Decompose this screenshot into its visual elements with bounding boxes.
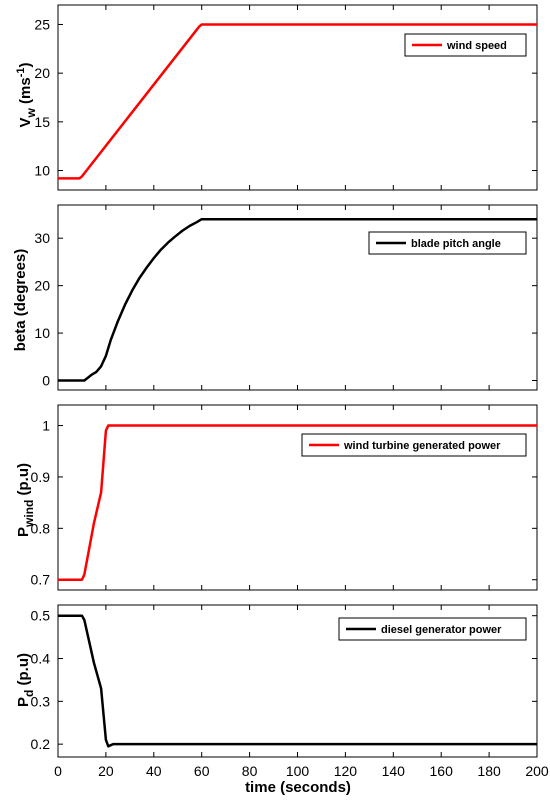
panel-3: 0.7 0.8 0.9 1 wind turbine generated power Pw… <box>15 404 538 591</box>
y-tick-label: 0.9 <box>31 469 51 485</box>
legend-box <box>368 231 527 255</box>
axes-box <box>57 4 538 191</box>
y-tick-label: 20 <box>34 65 50 81</box>
series-line <box>58 23 537 180</box>
y-tick-label: 0.8 <box>31 520 51 536</box>
y-tick-label: 30 <box>34 230 50 246</box>
y-tick-label: 0.5 <box>31 608 51 624</box>
x-tick-label: 40 <box>146 763 162 779</box>
y-axis-label: Pd (p.u) <box>15 653 36 707</box>
panel-1: 10 15 20 25 wind speed Vw (ms-1) <box>15 4 538 191</box>
series-line <box>58 217 537 382</box>
axes-box <box>57 404 538 591</box>
series-line <box>58 614 537 748</box>
legend-box <box>404 33 527 57</box>
legend-label: blade pitch angle <box>411 238 501 250</box>
x-tick-label: 20 <box>98 763 114 779</box>
y-tick-label: 0.4 <box>31 651 51 667</box>
legend-label: wind turbine generated power <box>343 440 501 452</box>
y-tick-label: 0.7 <box>31 572 51 588</box>
y-tick-label: 25 <box>34 16 50 32</box>
x-tick-label: 100 <box>286 763 310 779</box>
y-tick-label: 10 <box>34 325 50 341</box>
y-axis-label: Pwind (p.u) <box>15 463 36 537</box>
x-tick-label: 160 <box>430 763 454 779</box>
x-tick-label: 0 <box>54 763 62 779</box>
y-tick-label: 20 <box>34 278 50 294</box>
legend-label: diesel generator power <box>381 624 502 636</box>
y-tick-label: 0.2 <box>31 736 51 752</box>
x-tick-label: 120 <box>334 763 358 779</box>
x-tick-label: 140 <box>382 763 406 779</box>
legend-box <box>301 433 527 457</box>
series-line <box>58 424 537 581</box>
y-tick-label: 15 <box>34 114 50 130</box>
x-tick-label: 80 <box>242 763 258 779</box>
legend-label: wind speed <box>446 40 507 52</box>
x-tick-label: 180 <box>477 763 501 779</box>
x-axis-label: time (seconds) <box>245 779 351 796</box>
panel-4: 0.2 0.3 0.4 0.5 0 20 40 60 80 100 120 140 160 180 200 d… <box>15 604 549 779</box>
y-tick-label: 10 <box>34 163 50 179</box>
y-tick-label: 1 <box>42 418 50 434</box>
legend-box <box>338 617 527 641</box>
panel-2: 0 10 20 30 blade pitch angle beta (degrees) <box>12 204 538 391</box>
y-axis-label: Vw (ms-1) <box>15 63 38 128</box>
y-axis-label: beta (degrees) <box>12 249 29 352</box>
x-tick-label: 60 <box>194 763 210 779</box>
y-tick-label: 0.3 <box>31 693 51 709</box>
y-tick-label: 0 <box>42 373 50 389</box>
x-tick-label: 200 <box>525 763 549 779</box>
